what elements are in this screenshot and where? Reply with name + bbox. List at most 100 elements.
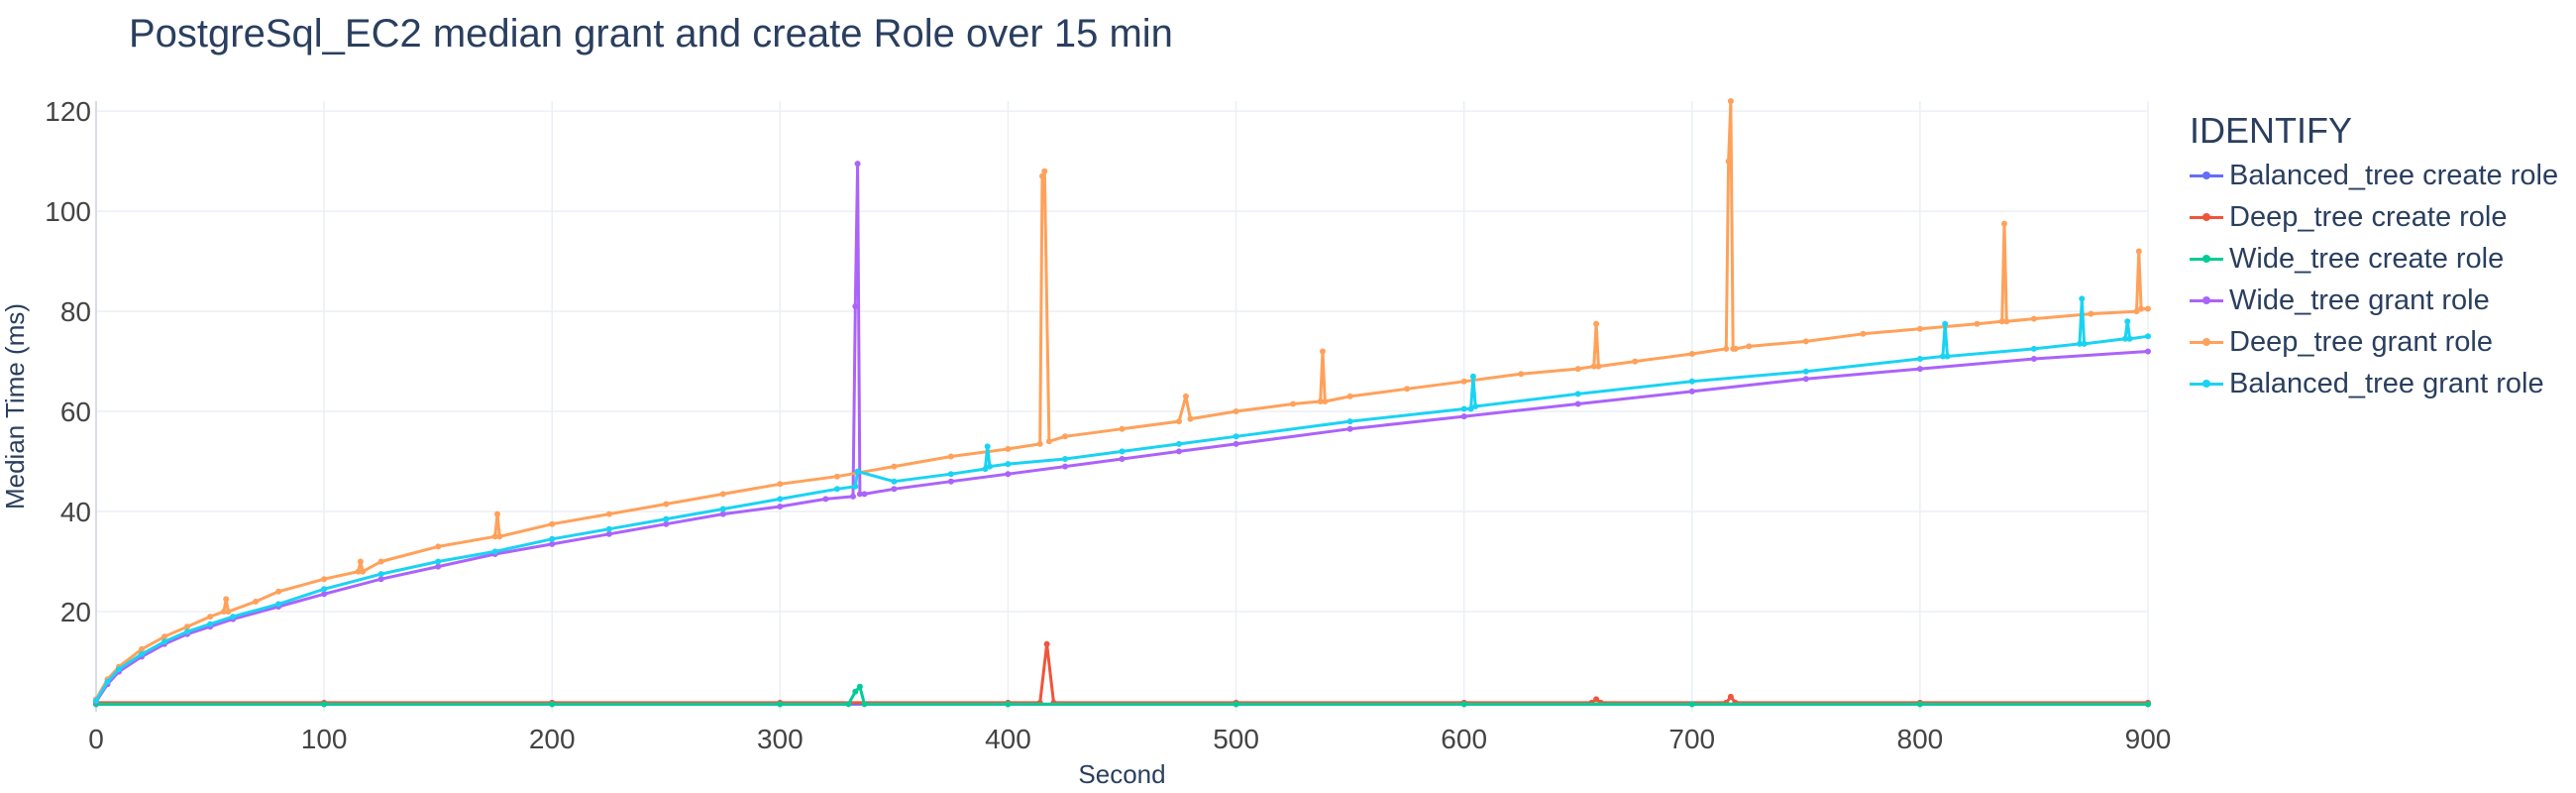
data-point[interactable] bbox=[1460, 405, 1467, 412]
data-point[interactable] bbox=[850, 493, 856, 500]
data-point[interactable] bbox=[1916, 356, 1923, 362]
series-line[interactable] bbox=[94, 296, 2149, 702]
data-point[interactable] bbox=[1290, 400, 1297, 407]
data-point[interactable] bbox=[1346, 425, 1353, 432]
data-point[interactable] bbox=[891, 486, 898, 493]
data-point[interactable] bbox=[1005, 701, 1012, 708]
data-point[interactable] bbox=[1062, 456, 1068, 462]
data-point[interactable] bbox=[1998, 318, 2005, 325]
data-point[interactable] bbox=[1727, 98, 1734, 104]
data-point[interactable] bbox=[223, 596, 230, 603]
data-point[interactable] bbox=[491, 533, 498, 540]
data-point[interactable] bbox=[161, 633, 167, 640]
data-point[interactable] bbox=[2077, 340, 2083, 347]
data-point[interactable] bbox=[1043, 640, 1050, 647]
data-point[interactable] bbox=[275, 601, 282, 608]
data-point[interactable] bbox=[719, 510, 726, 517]
data-point[interactable] bbox=[2001, 220, 2007, 227]
data-point[interactable] bbox=[321, 701, 328, 708]
data-point[interactable] bbox=[852, 688, 859, 695]
data-point[interactable] bbox=[1404, 386, 1411, 393]
data-point[interactable] bbox=[833, 486, 840, 493]
series-3[interactable] bbox=[93, 161, 2151, 705]
legend-item[interactable]: Deep_tree create role bbox=[2190, 196, 2558, 238]
series-2[interactable] bbox=[93, 683, 2151, 708]
data-point[interactable] bbox=[947, 453, 954, 460]
data-point[interactable] bbox=[139, 645, 145, 652]
data-point[interactable] bbox=[355, 568, 362, 575]
data-point[interactable] bbox=[777, 504, 784, 510]
data-point[interactable] bbox=[1574, 391, 1581, 397]
data-point[interactable] bbox=[2145, 701, 2151, 708]
legend-item[interactable]: Wide_tree create role bbox=[2190, 238, 2558, 280]
data-point[interactable] bbox=[663, 501, 670, 508]
data-point[interactable] bbox=[891, 478, 898, 485]
data-point[interactable] bbox=[2088, 310, 2094, 317]
data-point[interactable] bbox=[1460, 413, 1467, 420]
legend-item[interactable]: Wide_tree grant role bbox=[2190, 280, 2558, 321]
data-point[interactable] bbox=[184, 623, 190, 630]
data-point[interactable] bbox=[1176, 418, 1182, 425]
data-point[interactable] bbox=[2145, 333, 2151, 340]
data-point[interactable] bbox=[1460, 378, 1467, 385]
data-point[interactable] bbox=[777, 496, 784, 503]
data-point[interactable] bbox=[253, 598, 260, 605]
data-point[interactable] bbox=[377, 558, 384, 565]
data-point[interactable] bbox=[1036, 440, 1043, 447]
data-point[interactable] bbox=[93, 697, 99, 704]
data-point[interactable] bbox=[777, 481, 784, 488]
data-point[interactable] bbox=[225, 609, 232, 615]
data-point[interactable] bbox=[984, 443, 991, 450]
data-point[interactable] bbox=[549, 535, 556, 542]
data-point[interactable] bbox=[275, 588, 282, 595]
data-point[interactable] bbox=[854, 161, 861, 168]
data-point[interactable] bbox=[856, 683, 863, 690]
data-point[interactable] bbox=[494, 510, 500, 517]
data-point[interactable] bbox=[491, 548, 498, 555]
data-point[interactable] bbox=[1005, 445, 1012, 452]
series-1[interactable] bbox=[93, 640, 2151, 706]
data-point[interactable] bbox=[1916, 701, 1923, 708]
data-point[interactable] bbox=[845, 701, 852, 708]
data-point[interactable] bbox=[2145, 305, 2151, 312]
data-point[interactable] bbox=[220, 609, 227, 615]
data-point[interactable] bbox=[605, 525, 612, 532]
data-point[interactable] bbox=[605, 530, 612, 537]
data-point[interactable] bbox=[854, 468, 861, 475]
data-point[interactable] bbox=[1187, 415, 1194, 422]
data-point[interactable] bbox=[549, 540, 556, 547]
data-point[interactable] bbox=[1472, 403, 1479, 409]
data-point[interactable] bbox=[2138, 305, 2145, 312]
series-line[interactable] bbox=[94, 99, 2148, 701]
data-point[interactable] bbox=[1802, 338, 1809, 345]
data-point[interactable] bbox=[1119, 448, 1126, 455]
legend-item[interactable]: Deep_tree grant role bbox=[2190, 321, 2558, 363]
data-point[interactable] bbox=[2126, 335, 2133, 342]
data-point[interactable] bbox=[852, 303, 859, 309]
series-line[interactable] bbox=[96, 642, 2148, 705]
data-point[interactable] bbox=[435, 563, 442, 570]
data-point[interactable] bbox=[1916, 325, 1923, 332]
data-point[interactable] bbox=[2145, 348, 2151, 355]
data-point[interactable] bbox=[2003, 318, 2010, 325]
data-point[interactable] bbox=[1233, 701, 1239, 708]
data-point[interactable] bbox=[207, 614, 214, 621]
data-point[interactable] bbox=[1317, 398, 1324, 404]
data-point[interactable] bbox=[861, 701, 868, 708]
data-point[interactable] bbox=[1119, 456, 1126, 462]
data-point[interactable] bbox=[321, 576, 328, 583]
data-point[interactable] bbox=[856, 491, 863, 498]
data-point[interactable] bbox=[891, 463, 898, 470]
data-point[interactable] bbox=[1518, 371, 1525, 378]
data-point[interactable] bbox=[1467, 405, 1474, 412]
data-point[interactable] bbox=[1176, 448, 1182, 455]
data-point[interactable] bbox=[1595, 363, 1602, 370]
data-point[interactable] bbox=[377, 576, 384, 583]
data-point[interactable] bbox=[1593, 696, 1600, 703]
series-line[interactable] bbox=[94, 162, 2149, 703]
data-point[interactable] bbox=[663, 520, 670, 527]
data-point[interactable] bbox=[822, 496, 829, 503]
data-point[interactable] bbox=[1727, 693, 1734, 700]
data-point[interactable] bbox=[2124, 318, 2131, 325]
data-point[interactable] bbox=[2135, 248, 2142, 255]
